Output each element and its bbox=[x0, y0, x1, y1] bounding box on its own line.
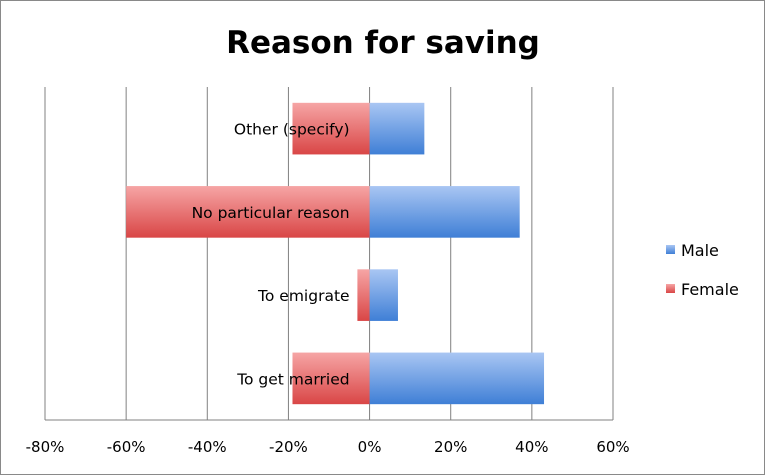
category-label: Other (specify) bbox=[234, 121, 350, 139]
category-label: To get married bbox=[236, 370, 349, 388]
bar-female bbox=[292, 102, 370, 155]
x-tick-label: 0% bbox=[358, 438, 382, 456]
bar-female bbox=[357, 269, 370, 321]
legend-label-male: Male bbox=[681, 241, 719, 260]
bars bbox=[126, 102, 545, 405]
category-label: No particular reason bbox=[192, 204, 350, 222]
x-tick-label: -20% bbox=[269, 438, 308, 456]
bar-male bbox=[369, 102, 425, 155]
chart-title: Reason for saving bbox=[226, 25, 540, 61]
x-tick-label: 40% bbox=[515, 438, 548, 456]
bar-female bbox=[292, 352, 370, 405]
bar-male bbox=[369, 186, 520, 238]
x-tick-label: -60% bbox=[107, 438, 146, 456]
bar-female bbox=[126, 186, 370, 238]
category-labels: To get married To emigrate No particular r… bbox=[192, 121, 350, 389]
category-label: To emigrate bbox=[257, 287, 350, 305]
x-tick-label: 60% bbox=[596, 438, 629, 456]
legend-label-female: Female bbox=[681, 280, 739, 299]
bar-male bbox=[369, 352, 545, 405]
x-tick-label: 20% bbox=[434, 438, 467, 456]
bar-male bbox=[369, 269, 398, 321]
legend-swatch-male bbox=[666, 245, 675, 254]
x-tick-label: -40% bbox=[188, 438, 227, 456]
x-tick-labels: -80% -60% -40% -20% 0% 20% 40% 60% bbox=[26, 438, 630, 456]
legend: Male Female bbox=[666, 241, 739, 299]
x-tick-label: -80% bbox=[26, 438, 65, 456]
legend-swatch-female bbox=[666, 284, 675, 293]
